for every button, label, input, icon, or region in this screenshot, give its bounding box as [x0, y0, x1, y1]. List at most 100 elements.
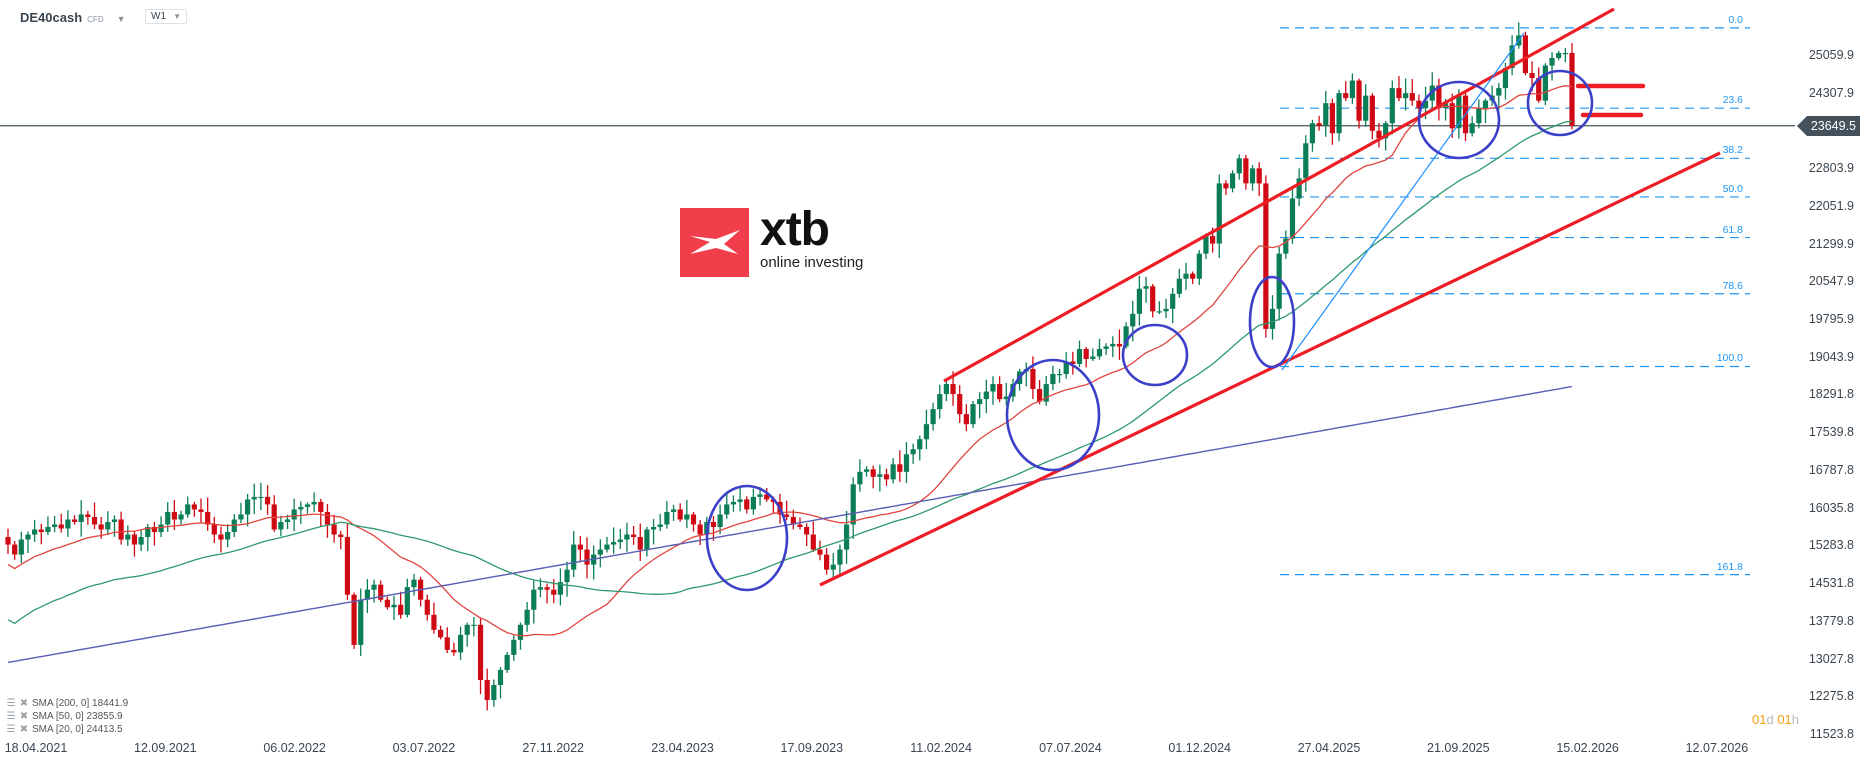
price-tick-label: 11523.8	[1809, 726, 1854, 741]
bull-candle	[1502, 68, 1509, 89]
bear-candle	[1070, 361, 1076, 364]
bull-candle	[531, 589, 537, 610]
legend-sma20: ☰ ✖ SMA [20, 0] 24413.5	[6, 723, 128, 736]
bull-candle	[1509, 45, 1515, 69]
bull-candle	[1110, 343, 1116, 347]
bull-candle	[1216, 183, 1222, 244]
timeframe-value: W1	[151, 11, 166, 22]
bull-candle	[1283, 238, 1289, 254]
bear-candle	[1116, 343, 1123, 347]
price-tick-label: 25059.9	[1808, 48, 1854, 62]
bull-candle	[1476, 108, 1482, 124]
symbol-selector[interactable]: DE40cash CFD ▼	[20, 10, 126, 25]
bull-candle	[923, 424, 930, 440]
bull-candle	[178, 514, 184, 520]
bull-candle	[18, 539, 24, 555]
bull-candle	[111, 519, 118, 522]
bear-candle	[338, 534, 344, 538]
fib-trend-line	[1281, 32, 1525, 371]
bear-candle	[211, 524, 217, 535]
lower-trendline	[819, 151, 1721, 587]
date-tick-label: 11.02.2024	[910, 741, 972, 755]
bull-candle	[1336, 93, 1342, 134]
fib-level-label: 161.8	[1716, 560, 1743, 573]
bull-candle	[51, 524, 58, 528]
upper-trendline	[943, 7, 1615, 383]
date-tick-label: 15.02.2026	[1556, 741, 1619, 755]
date-tick-label: 18.04.2021	[4, 741, 68, 755]
bull-candle	[930, 409, 936, 425]
bull-candle	[624, 534, 630, 540]
bull-candle	[571, 544, 577, 570]
fib-level-label: 78.6	[1722, 279, 1743, 292]
bull-candle	[251, 496, 257, 500]
bull-candle	[1203, 236, 1209, 254]
highlight-ellipse	[1005, 358, 1101, 472]
bear-candle	[1343, 93, 1349, 99]
timeframe-select[interactable]: W1 ▼	[145, 9, 187, 24]
bull-candle	[611, 542, 617, 545]
bear-candle	[710, 521, 717, 528]
bear-candle	[1529, 73, 1535, 79]
bull-candle	[837, 549, 843, 565]
bull-candle	[843, 524, 850, 550]
bull-candle	[311, 501, 317, 505]
bull-candle	[1389, 88, 1395, 124]
bull-candle	[457, 634, 464, 653]
candle-countdown: 01d 01h	[1752, 712, 1799, 727]
bear-candle	[171, 511, 177, 520]
fib-level-label: 38.2	[1722, 144, 1743, 157]
bull-candle	[737, 499, 743, 502]
close-icon[interactable]: ✖	[19, 698, 29, 709]
bear-candle	[1416, 100, 1422, 109]
settings-icon[interactable]: ☰	[6, 698, 16, 709]
bull-candle	[1556, 52, 1562, 59]
bear-candle	[477, 624, 484, 680]
bear-candle	[118, 519, 124, 540]
date-tick-label: 21.09.2025	[1427, 741, 1490, 755]
date-tick-label: 23.04.2023	[651, 741, 714, 755]
bear-candle	[398, 604, 404, 615]
bear-candle	[58, 524, 64, 529]
bull-candle	[1170, 293, 1176, 309]
settings-icon[interactable]: ☰	[6, 724, 16, 735]
bull-candle	[1183, 273, 1189, 279]
bear-candle	[1030, 368, 1036, 390]
bull-candle	[1349, 80, 1355, 99]
legend-sma50: ☰ ✖ SMA [50, 0] 23855.9	[6, 710, 128, 723]
bear-candle	[12, 544, 18, 555]
bear-candle	[744, 499, 750, 510]
bull-candle	[830, 564, 836, 570]
price-tick-label: 17539.8	[1808, 425, 1854, 440]
bull-candle	[730, 501, 737, 505]
bear-candle	[431, 614, 437, 630]
bear-candle	[5, 537, 11, 545]
bull-candle	[977, 399, 983, 405]
price-tick-label: 22803.9	[1808, 161, 1854, 176]
close-icon[interactable]: ✖	[19, 724, 29, 735]
bear-candle	[324, 511, 331, 525]
price-tick-label: 24307.9	[1808, 85, 1854, 100]
bear-candle	[424, 599, 430, 615]
bear-candle	[817, 549, 823, 555]
bear-candle	[637, 537, 643, 550]
sma20-line	[7, 85, 1573, 637]
highlight-ellipse	[1417, 80, 1501, 160]
bear-candle	[797, 524, 803, 528]
bull-candle	[1323, 103, 1329, 126]
bear-candle	[784, 514, 790, 517]
close-icon[interactable]: ✖	[19, 711, 29, 722]
fib-level-label: 0.0	[1728, 13, 1743, 26]
bull-candle	[1196, 253, 1202, 279]
bull-candle	[1496, 88, 1502, 96]
bull-candle	[411, 579, 417, 588]
bear-candle	[1223, 183, 1229, 189]
settings-icon[interactable]: ☰	[6, 711, 16, 722]
sma50-line	[7, 120, 1573, 625]
highlight-ellipse	[1121, 323, 1189, 387]
bull-candle	[617, 539, 623, 543]
bear-candle	[198, 509, 204, 512]
bull-candle	[504, 654, 510, 670]
bear-candle	[677, 509, 683, 520]
